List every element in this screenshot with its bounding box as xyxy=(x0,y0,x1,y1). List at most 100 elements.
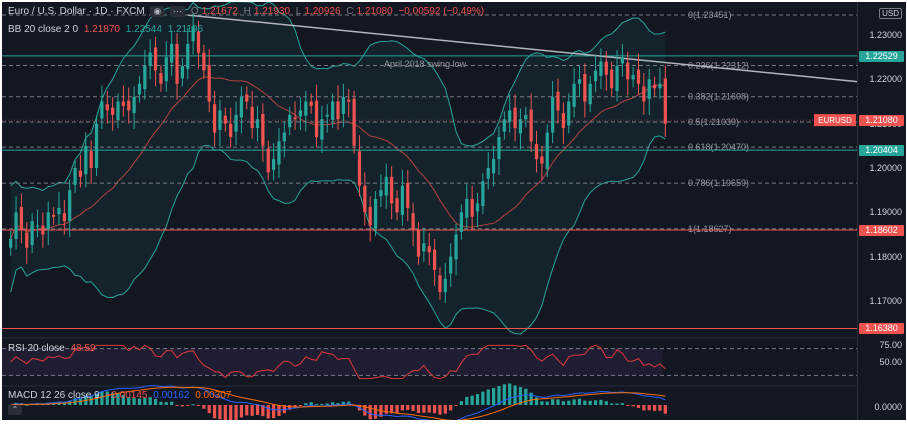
more-icon[interactable]: ⋯ xyxy=(170,6,186,17)
candle-body xyxy=(255,119,260,129)
macd-signal-line xyxy=(10,386,666,422)
macd-hist-bar xyxy=(137,398,142,405)
price-tick-label: 1.23000 xyxy=(869,30,902,41)
candle-body xyxy=(459,212,464,232)
candle-body xyxy=(84,145,88,175)
macd-hist-bar xyxy=(551,399,555,405)
macd-hist-bar xyxy=(642,405,646,411)
macd-hist-bar xyxy=(567,400,571,405)
macd-hist-bar xyxy=(502,384,506,405)
macd-hist-bar xyxy=(127,397,131,405)
macd-hist-bar xyxy=(105,391,109,405)
rsi-tick-label: 75.00 xyxy=(879,340,902,351)
candle-body xyxy=(127,100,131,111)
candle-body xyxy=(475,203,480,212)
change-value: −0.00592 (−0.49%) xyxy=(398,6,485,17)
symbol-tag: EURUSD xyxy=(818,116,852,125)
candle-body xyxy=(229,123,233,137)
candle-body xyxy=(282,132,286,142)
macd-hist-bar xyxy=(111,392,115,405)
candle-body xyxy=(164,57,168,82)
macd-hist-bar xyxy=(593,400,598,405)
candle-body xyxy=(153,47,158,71)
macd-hist-bar xyxy=(159,401,163,405)
candle-body xyxy=(352,98,356,146)
candle-body xyxy=(658,83,662,89)
macd-hist-bar xyxy=(148,397,152,405)
candle-body xyxy=(121,101,125,106)
close-label: C xyxy=(346,6,354,17)
macd-hist-bar xyxy=(325,403,329,405)
candle-body xyxy=(438,275,442,293)
macd-hist-bar xyxy=(636,405,641,408)
macd-hist-bar xyxy=(255,405,260,416)
current-price-tag[interactable]: 1.21080 xyxy=(859,115,904,127)
macd-hist-bar xyxy=(449,405,453,411)
macd-hist-bar xyxy=(384,405,388,414)
candle-body xyxy=(207,65,211,102)
candle-body xyxy=(304,101,308,116)
macd-hist-bar xyxy=(631,405,635,407)
candle-body xyxy=(513,107,517,129)
macd-hist-bar xyxy=(561,401,565,405)
macd-legend[interactable]: MACD 12 26 close 9 −0.00145 0.00162 0.00… xyxy=(8,390,234,401)
macd-hist-value: −0.00145 xyxy=(105,390,148,401)
rsi-label: RSI 20 close xyxy=(8,343,65,354)
macd-hist-bar xyxy=(663,405,667,414)
currency-button[interactable]: USD xyxy=(879,8,902,19)
collapse-icon[interactable]: ⌃ xyxy=(8,405,22,415)
macd-hist-bar xyxy=(121,395,125,405)
macd-hist-bar xyxy=(513,385,517,405)
macd-hist-bar xyxy=(100,391,104,405)
macd-hist-bar xyxy=(427,405,431,413)
candle-body xyxy=(159,73,163,84)
candle-body xyxy=(572,83,576,107)
candle-body xyxy=(170,43,174,63)
macd-hist-bar xyxy=(610,403,614,405)
price-tag[interactable]: 1.16380 xyxy=(859,323,904,335)
candle-body xyxy=(540,156,544,164)
price-tag[interactable]: 1.22529 xyxy=(859,50,904,62)
candle-body xyxy=(341,97,345,114)
price-axis[interactable]: USD 1.22529 1.20404 1.18602 1.16380 1.23000 1… xyxy=(857,2,906,420)
candle-body xyxy=(454,234,458,260)
macd-hist-bar xyxy=(583,400,587,405)
chart-plot-area[interactable]: 0(1.23451) 0.236(1.22312) 0.382(1.21608) 0.… xyxy=(2,1,858,424)
bb-legend[interactable]: BB 20 close 2 0 1.21870 1.22544 1.21196 xyxy=(8,24,206,35)
macd-hist-bar xyxy=(239,405,244,418)
hide-icon[interactable]: ◉ xyxy=(150,6,165,17)
macd-hist-bar xyxy=(175,405,179,406)
close-value: 1.21080 xyxy=(356,6,393,17)
candle-body xyxy=(223,115,227,124)
candle-body xyxy=(261,113,265,146)
macd-hist-bar xyxy=(196,405,201,406)
candle-body xyxy=(534,144,539,160)
candle-body xyxy=(567,101,571,126)
candle-body xyxy=(196,31,201,53)
price-tag[interactable]: 1.18602 xyxy=(859,224,904,236)
price-tag[interactable]: 1.20404 xyxy=(859,145,904,157)
open-value: 1.21672 xyxy=(201,6,238,17)
macd-hist-bar xyxy=(454,405,458,407)
macd-hist-bar xyxy=(524,388,528,405)
candle-body xyxy=(245,94,249,102)
candle-body xyxy=(57,207,61,215)
candle-body xyxy=(309,101,313,106)
candle-body xyxy=(239,97,244,118)
macd-hist-bar xyxy=(475,394,480,405)
symbol-title[interactable]: Euro / U.S. Dollar · 1D · FXCM xyxy=(8,6,145,17)
bb-lower-line xyxy=(10,135,666,335)
candle-body xyxy=(202,52,206,71)
macd-hist-bar xyxy=(293,405,297,408)
macd-hist-bar xyxy=(153,399,158,405)
price-tick-label: 1.18000 xyxy=(869,251,902,262)
macd-hist-bar xyxy=(250,405,254,416)
candle-body xyxy=(470,199,474,217)
candle-body xyxy=(266,148,270,173)
candle-body xyxy=(631,74,635,80)
candle-body xyxy=(400,185,404,215)
candle-body xyxy=(298,110,303,117)
macd-hist-bar xyxy=(470,395,474,405)
rsi-legend[interactable]: RSI 20 close 48.59 xyxy=(8,343,99,354)
